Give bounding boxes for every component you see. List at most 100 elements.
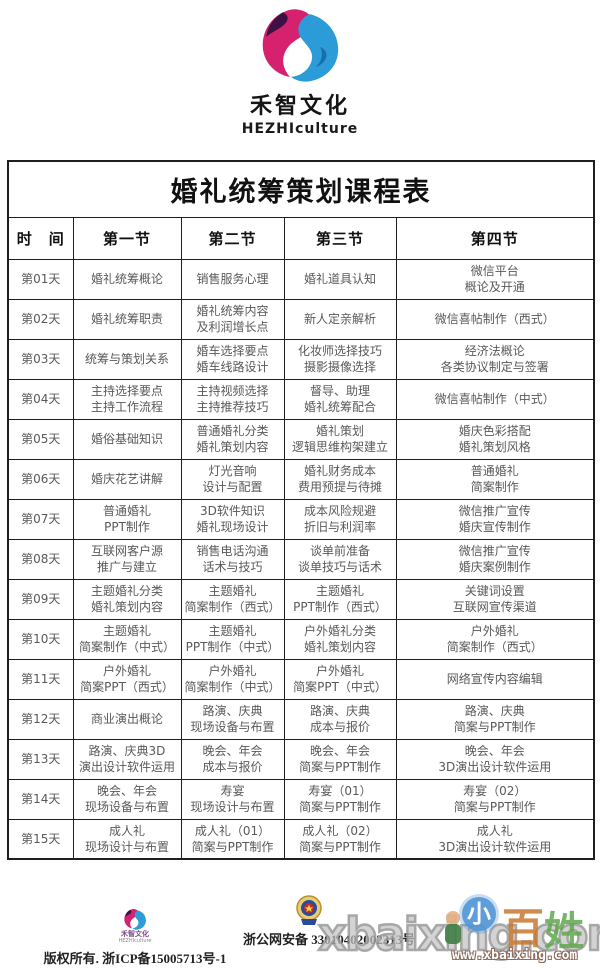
police-badge-icon: [296, 895, 322, 925]
session-cell: 婚礼策划 逻辑思维构架建立: [283, 418, 397, 460]
session-cell: 路演、庆典 成本与报价: [283, 698, 397, 740]
table-row: 第04天 主持选择要点 主持工作流程 主持视频选择 主持推荐技巧 督导、助理 婚…: [7, 378, 595, 420]
column-header-time: 时 间: [7, 216, 74, 260]
day-cell: 第11天: [7, 658, 74, 700]
page-title: 婚礼统筹策划课程表: [7, 160, 595, 218]
session-cell: 路演、庆典 简案与PPT制作: [395, 698, 595, 740]
day-cell: 第10天: [7, 618, 74, 660]
table-row: 第12天 商业演出概论 路演、庆典 现场设备与布置 路演、庆典 成本与报价 路演…: [7, 698, 595, 740]
table-row: 第05天 婚俗基础知识 普通婚礼分类 婚礼策划内容 婚礼策划 逻辑思维构架建立 …: [7, 418, 595, 460]
table-row: 第15天 成人礼 现场设计与布置 成人礼（01） 简案与PPT制作 成人礼（02…: [7, 818, 595, 860]
day-cell: 第07天: [7, 498, 74, 540]
table-row: 第08天 互联网客户源 推广与建立 销售电话沟通 话术与技巧 谈单前准备 谈单技…: [7, 538, 595, 580]
session-cell: 成人礼 3D演出设计软件运用: [395, 818, 595, 860]
table-title-row: 婚礼统筹策划课程表: [7, 160, 595, 218]
session-cell: 互联网客户源 推广与建立: [72, 538, 182, 580]
session-cell: 成人礼 现场设计与布置: [72, 818, 182, 860]
table-header-row: 时 间 第一节 第二节 第三节 第四节: [7, 216, 595, 260]
day-cell: 第02天: [7, 298, 74, 340]
session-cell: 婚礼道具认知: [283, 258, 397, 300]
session-cell: 婚礼统筹内容 及利润增长点: [180, 298, 285, 340]
session-cell: 督导、助理 婚礼统筹配合: [283, 378, 397, 420]
day-cell: 第04天: [7, 378, 74, 420]
session-cell: 户外婚礼分类 婚礼策划内容: [283, 618, 397, 660]
day-cell: 第09天: [7, 578, 74, 620]
session-cell: 户外婚礼 简案制作（西式）: [395, 618, 595, 660]
brand-name-en: HEZHIculture: [241, 121, 359, 137]
footer-brand-en: HEZHIculture: [118, 937, 152, 944]
table-row: 第09天 主题婚礼分类 婚礼策划内容 主题婚礼 简案制作（西式） 主题婚礼 PP…: [7, 578, 595, 620]
brand-name-cn: 禾智文化: [249, 94, 350, 119]
session-cell: 微信喜帖制作（西式）: [395, 298, 595, 340]
session-cell: 统筹与策划关系: [72, 338, 182, 380]
session-cell: 微信推广宣传 婚庆宣传制作: [395, 498, 595, 540]
session-cell: 主持视频选择 主持推荐技巧: [180, 378, 285, 420]
session-cell: 路演、庆典 现场设备与布置: [180, 698, 285, 740]
column-header-session4: 第四节: [395, 216, 595, 260]
table-row: 第10天 主题婚礼 简案制作（中式） 主题婚礼 PPT制作（中式） 户外婚礼分类…: [7, 618, 595, 660]
session-cell: 晚会、年会 3D演出设计软件运用: [395, 738, 595, 780]
session-cell: 主题婚礼 PPT制作（西式）: [283, 578, 397, 620]
session-cell: 晚会、年会 现场设备与布置: [72, 778, 182, 820]
day-cell: 第12天: [7, 698, 74, 740]
footer-copyright-block: 禾智文化 HEZHIculture 版权所有. 浙ICP备15005713号-1: [30, 908, 240, 967]
session-cell: 晚会、年会 成本与报价: [180, 738, 285, 780]
session-cell: 寿宴 现场设计与布置: [180, 778, 285, 820]
table-row: 第07天 普通婚礼 PPT制作 3D软件知识 婚礼现场设计 成本风险规避 折旧与…: [7, 498, 595, 540]
session-cell: 微信平台 概论及开通: [395, 258, 595, 300]
session-cell: 微信喜帖制作（中式）: [395, 378, 595, 420]
day-cell: 第01天: [7, 258, 74, 300]
session-cell: 经济法概论 各类协议制定与签署: [395, 338, 595, 380]
table-row: 第02天 婚礼统筹职责 婚礼统筹内容 及利润增长点 新人定亲解析 微信喜帖制作（…: [7, 298, 595, 340]
day-cell: 第05天: [7, 418, 74, 460]
session-cell: 普通婚礼分类 婚礼策划内容: [180, 418, 285, 460]
session-cell: 灯光音响 设计与配置: [180, 458, 285, 500]
page-footer: 禾智文化 HEZHIculture 版权所有. 浙ICP备15005713号-1…: [0, 890, 600, 972]
table-row: 第06天 婚庆花艺讲解 灯光音响 设计与配置 婚礼财务成本 费用预提与待摊 普通…: [7, 458, 595, 500]
session-cell: 晚会、年会 简案与PPT制作: [283, 738, 397, 780]
day-cell: 第14天: [7, 778, 74, 820]
hezhi-logo-small-icon: [124, 908, 146, 930]
session-cell: 主题婚礼分类 婚礼策划内容: [72, 578, 182, 620]
column-header-session1: 第一节: [72, 216, 182, 260]
session-cell: 婚礼统筹职责: [72, 298, 182, 340]
session-cell: 主题婚礼 简案制作（西式）: [180, 578, 285, 620]
session-cell: 户外婚礼 简案制作（中式）: [180, 658, 285, 700]
course-table-body: 第01天 婚礼统筹概论 销售服务心理 婚礼道具认知 微信平台 概论及开通 第02…: [7, 258, 595, 860]
table-row: 第11天 户外婚礼 简案PPT（西式） 户外婚礼 简案制作（中式） 户外婚礼 简…: [7, 658, 595, 700]
table-row: 第13天 路演、庆典3D 演出设计软件运用 晚会、年会 成本与报价 晚会、年会 …: [7, 738, 595, 780]
session-cell: 户外婚礼 简案PPT（西式）: [72, 658, 182, 700]
brand-header: 禾智文化 HEZHIculture: [0, 6, 600, 137]
table-row: 第03天 统筹与策划关系 婚车选择要点 婚车线路设计 化妆师选择技巧 摄影摄像选…: [7, 338, 595, 380]
session-cell: 成人礼（02） 简案与PPT制作: [283, 818, 397, 860]
session-cell: 婚庆花艺讲解: [72, 458, 182, 500]
session-cell: 寿宴（01） 简案与PPT制作: [283, 778, 397, 820]
session-cell: 主持选择要点 主持工作流程: [72, 378, 182, 420]
session-cell: 主题婚礼 PPT制作（中式）: [180, 618, 285, 660]
session-cell: 商业演出概论: [72, 698, 182, 740]
session-cell: 普通婚礼 PPT制作: [72, 498, 182, 540]
session-cell: 谈单前准备 谈单技巧与话术: [283, 538, 397, 580]
course-schedule-table: 婚礼统筹策划课程表 时 间 第一节 第二节 第三节 第四节 第01天 婚礼统筹概…: [7, 160, 596, 860]
day-cell: 第13天: [7, 738, 74, 780]
session-cell: 主题婚礼 简案制作（中式）: [72, 618, 182, 660]
session-cell: 户外婚礼 简案PPT（中式）: [283, 658, 397, 700]
session-cell: 成人礼（01） 简案与PPT制作: [180, 818, 285, 860]
session-cell: 普通婚礼 简案制作: [395, 458, 595, 500]
day-cell: 第15天: [7, 818, 74, 860]
session-cell: 销售服务心理: [180, 258, 285, 300]
hezhi-logo-icon: [262, 9, 339, 82]
session-cell: 寿宴（02） 简案与PPT制作: [395, 778, 595, 820]
session-cell: 婚车选择要点 婚车线路设计: [180, 338, 285, 380]
session-cell: 3D软件知识 婚礼现场设计: [180, 498, 285, 540]
session-cell: 网络宣传内容编辑: [395, 658, 595, 700]
session-cell: 新人定亲解析: [283, 298, 397, 340]
session-cell: 微信推广宣传 婚庆案例制作: [395, 538, 595, 580]
day-cell: 第08天: [7, 538, 74, 580]
session-cell: 婚庆色彩搭配 婚礼策划风格: [395, 418, 595, 460]
column-header-session3: 第三节: [283, 216, 397, 260]
copyright-text: 版权所有. 浙ICP备15005713号-1: [43, 951, 227, 967]
police-registration-text: 浙公网安备 33010402002313号: [243, 932, 416, 947]
session-cell: 销售电话沟通 话术与技巧: [180, 538, 285, 580]
session-cell: 关键词设置 互联网宣传渠道: [395, 578, 595, 620]
